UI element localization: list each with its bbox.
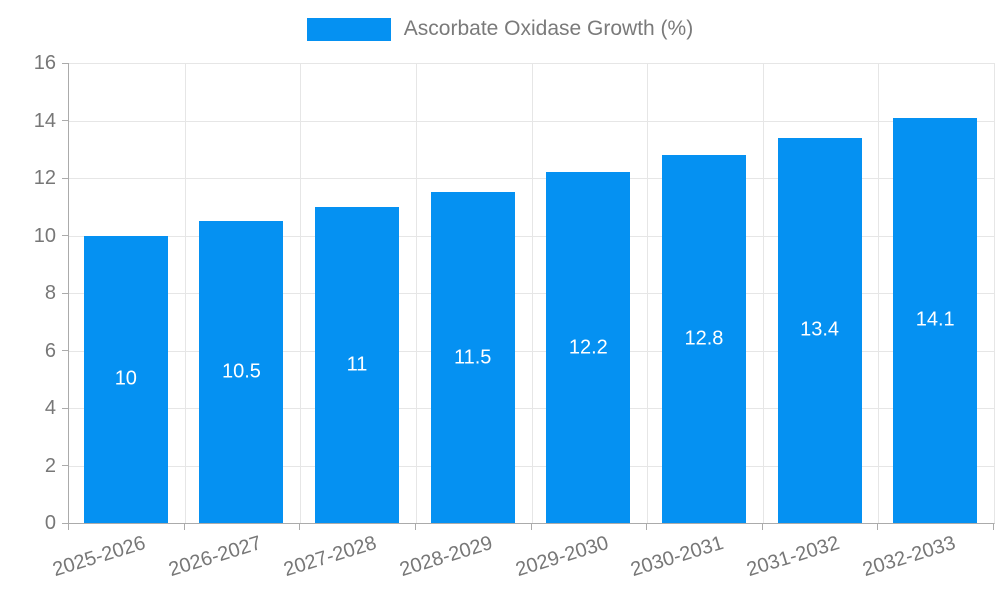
- plot-area: [68, 63, 995, 524]
- y-axis-tick-label: 10: [33, 224, 56, 247]
- bar-2025-2026[interactable]: 10: [83, 235, 168, 523]
- bar-2030-2031[interactable]: 12.8: [661, 155, 746, 523]
- y-axis-tick-label: 8: [44, 282, 56, 304]
- y-axis-tick-label: 16: [33, 52, 56, 74]
- x-axis-tick: [530, 524, 532, 530]
- gridline-vertical: [531, 63, 533, 523]
- bar-2032-2033[interactable]: 14.1: [893, 117, 978, 523]
- x-axis-tick: [877, 524, 879, 530]
- y-axis-tick: [62, 522, 68, 524]
- y-axis-tick: [62, 177, 68, 179]
- bar-2029-2030[interactable]: 12.2: [546, 172, 631, 523]
- x-axis-category-label: 2025-2026: [50, 532, 149, 582]
- y-axis-tick: [62, 292, 68, 294]
- y-axis-tick: [62, 350, 68, 351]
- x-axis-tick: [299, 524, 301, 530]
- bar-value-label: 12.8: [684, 327, 724, 350]
- gridline-vertical: [762, 63, 764, 523]
- y-axis-tick: [62, 62, 68, 64]
- bar-2031-2032[interactable]: 13.4: [777, 137, 862, 523]
- bar-value-label: 14.1: [915, 308, 955, 331]
- x-axis-tick: [646, 524, 648, 530]
- bar-value-label: 12.2: [568, 336, 608, 359]
- x-axis-tick: [761, 524, 763, 530]
- bar-value-label: 13.4: [800, 318, 840, 341]
- gridline-vertical: [300, 63, 302, 523]
- x-axis-tick: [414, 524, 416, 530]
- bar-value-label: 11: [346, 353, 368, 376]
- y-axis-tick-label: 12: [33, 167, 56, 189]
- chart-legend[interactable]: Ascorbate Oxidase Growth (%): [0, 17, 1000, 41]
- x-axis-category-label: 2032-2033: [859, 532, 958, 582]
- y-axis-tick-label: 0: [44, 512, 56, 534]
- x-axis-tick: [183, 524, 185, 530]
- x-axis-category-label: 2026-2027: [165, 532, 264, 582]
- y-axis-tick: [62, 465, 68, 466]
- x-axis-category-label: 2030-2031: [628, 532, 727, 582]
- y-axis-tick: [62, 120, 68, 121]
- gridline-vertical: [184, 63, 186, 523]
- gridline-vertical: [878, 63, 880, 523]
- y-axis-tick: [62, 235, 68, 236]
- y-axis-tick-label: 14: [33, 109, 56, 132]
- y-axis-tick-label: 4: [44, 397, 56, 419]
- bar-2027-2028[interactable]: 11: [315, 206, 400, 523]
- x-axis-tick: [993, 524, 994, 530]
- bar-value-label: 10.5: [221, 360, 261, 383]
- bar-value-label: 11.5: [453, 346, 492, 369]
- x-axis-category-label: 2028-2029: [397, 532, 496, 582]
- y-axis-tick: [62, 407, 68, 409]
- x-axis-category-label: 2027-2028: [281, 532, 380, 582]
- y-axis-tick-label: 2: [44, 454, 56, 477]
- y-axis-tick-label: 6: [44, 339, 56, 362]
- gridline-vertical: [647, 63, 649, 523]
- bar-2026-2027[interactable]: 10.5: [199, 221, 284, 523]
- legend-label: Ascorbate Oxidase Growth (%): [403, 17, 694, 40]
- x-axis-tick: [68, 524, 69, 530]
- gridline-vertical: [415, 63, 417, 523]
- legend-swatch: [306, 17, 391, 41]
- x-axis-category-label: 2031-2032: [744, 532, 842, 582]
- bar-value-label: 10: [114, 367, 137, 390]
- x-axis-category-label: 2029-2030: [512, 532, 611, 582]
- bar-2028-2029[interactable]: 11.5: [430, 192, 515, 523]
